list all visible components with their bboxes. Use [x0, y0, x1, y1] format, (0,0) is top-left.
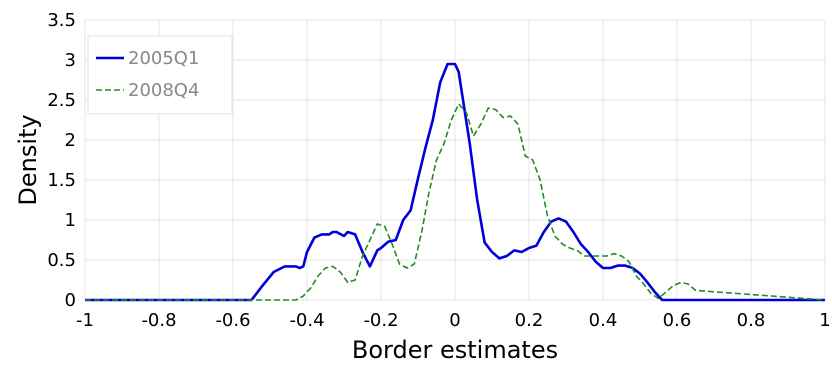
y-tick-label: 2.5 — [47, 90, 76, 111]
y-tick-label: 2 — [65, 130, 76, 151]
legend-label-2005q1: 2005Q1 — [128, 48, 199, 69]
x-tick-label: -0.6 — [215, 310, 250, 331]
y-tick-label: 0 — [65, 290, 76, 311]
legend: 2005Q1 2008Q4 — [87, 35, 233, 115]
x-tick-label: 0.4 — [589, 310, 618, 331]
y-tick-label: 1 — [65, 210, 76, 231]
y-axis-title: Density — [14, 114, 42, 205]
y-tick-label: 3 — [65, 50, 76, 71]
x-tick-label: 0.8 — [737, 310, 766, 331]
x-axis-title: Border estimates — [352, 336, 558, 364]
x-tick-label: 0 — [449, 310, 460, 331]
series-line-2005q1 — [85, 62, 825, 302]
x-tick-label: -0.8 — [141, 310, 176, 331]
x-tick-label: -1 — [76, 310, 94, 331]
x-tick-labels: -1 -0.8 -0.6 -0.4 -0.2 0 0.2 0.4 0.6 0.8 1 — [76, 310, 831, 331]
series-line-2008q4 — [85, 103, 826, 301]
series-lines — [85, 62, 826, 302]
x-tick-label: 0.6 — [663, 310, 692, 331]
x-tick-label: 1 — [819, 310, 830, 331]
x-tick-label: -0.2 — [363, 310, 398, 331]
x-tick-label: -0.4 — [289, 310, 324, 331]
x-tick-label: 0.2 — [515, 310, 544, 331]
y-tick-label: 3.5 — [47, 10, 76, 31]
y-tick-label: 1.5 — [47, 170, 76, 191]
legend-label-2008q4: 2008Q4 — [128, 80, 199, 101]
y-tick-labels: 0 0.5 1 1.5 2 2.5 3 3.5 — [47, 10, 76, 311]
y-tick-label: 0.5 — [47, 250, 76, 271]
legend-box — [87, 35, 233, 115]
